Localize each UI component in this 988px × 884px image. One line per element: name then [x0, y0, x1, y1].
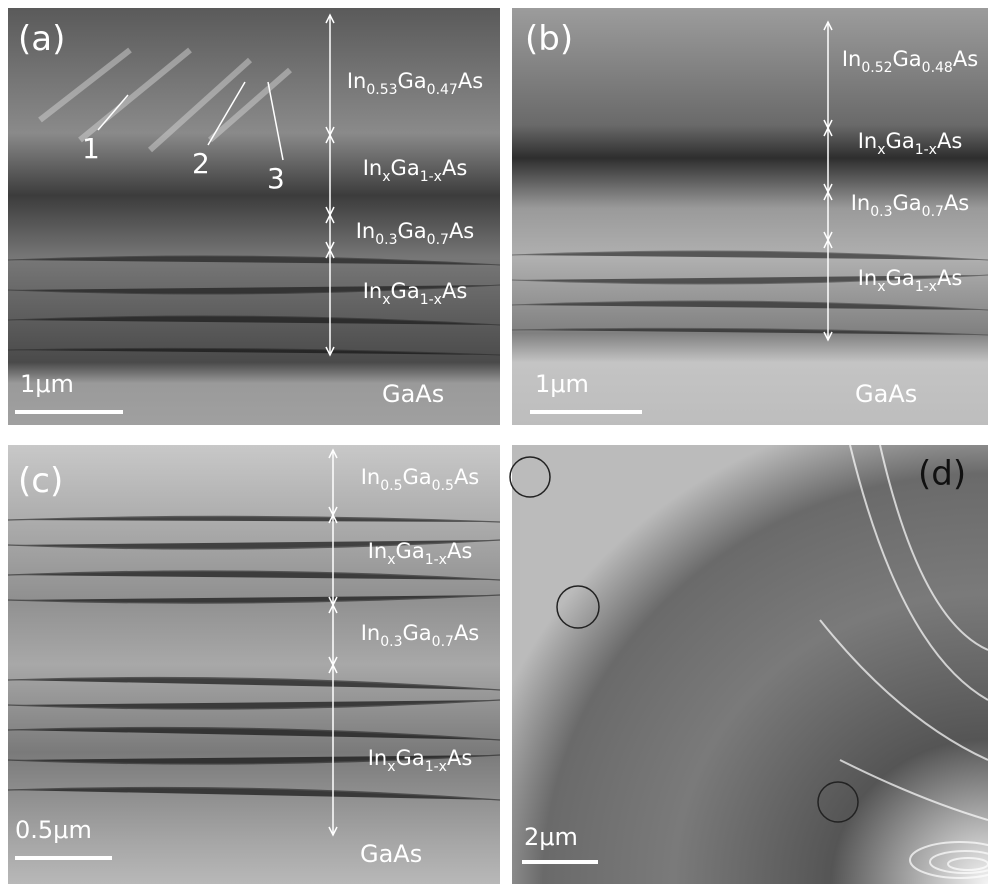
marker-label: 2 [192, 147, 210, 180]
element: As [442, 156, 467, 180]
scale-bar-label: 0.5μm [15, 816, 92, 844]
element: In [368, 539, 388, 563]
subscript: 0.3 [375, 232, 397, 248]
marker-label: 1 [82, 132, 100, 165]
micrograph-d [512, 445, 988, 884]
subscript: x [382, 292, 390, 308]
panel-label: (a) [18, 19, 65, 59]
subscript: 0.5 [380, 478, 402, 494]
element: In [361, 465, 381, 489]
element: In [842, 47, 862, 71]
substrate-label: GaAs [382, 380, 444, 408]
element: Ga [893, 191, 922, 215]
scale-bar-label: 1μm [20, 370, 74, 398]
scale-bar-label: 2μm [524, 823, 578, 851]
element: As [937, 266, 962, 290]
element: Ga [391, 279, 420, 303]
subscript: x [382, 169, 390, 185]
element: In [858, 266, 878, 290]
scale-bar-label: 1μm [535, 370, 589, 398]
subscript: 0.53 [366, 82, 397, 98]
element: In [356, 219, 376, 243]
element: Ga [886, 266, 915, 290]
subscript: x [877, 279, 885, 295]
element: Ga [886, 129, 915, 153]
element: In [347, 69, 367, 93]
element: Ga [398, 69, 427, 93]
element: As [449, 219, 474, 243]
panel-label: (d) [918, 454, 966, 494]
subscript: 0.52 [861, 60, 892, 76]
subscript: 1-x [425, 552, 447, 568]
subscript: 0.7 [432, 634, 454, 650]
element: In [858, 129, 878, 153]
subscript: 1-x [420, 169, 442, 185]
panel-label: (b) [525, 19, 573, 59]
subscript: 0.3 [380, 634, 402, 650]
subscript: 0.48 [922, 60, 953, 76]
substrate-label: GaAs [855, 380, 917, 408]
subscript: 0.5 [432, 478, 454, 494]
element: In [361, 621, 381, 645]
subscript: 1-x [915, 279, 937, 295]
element: In [368, 746, 388, 770]
subscript: 0.3 [870, 204, 892, 220]
element: As [447, 539, 472, 563]
element: As [944, 191, 969, 215]
element: Ga [396, 746, 425, 770]
subscript: x [387, 759, 395, 775]
element: Ga [396, 539, 425, 563]
element: Ga [398, 219, 427, 243]
element: As [937, 129, 962, 153]
element: As [953, 47, 978, 71]
figure: (a)1μmGaAsIn0.53Ga0.47AsInxGa1-xAsIn0.3G… [0, 0, 988, 884]
subscript: 1-x [420, 292, 442, 308]
element: As [458, 69, 483, 93]
element: Ga [391, 156, 420, 180]
subscript: x [877, 142, 885, 158]
element: As [442, 279, 467, 303]
element: Ga [403, 465, 432, 489]
marker-label: 3 [267, 162, 285, 195]
element: As [454, 465, 479, 489]
subscript: 0.47 [427, 82, 458, 98]
subscript: 1-x [425, 759, 447, 775]
element: In [363, 156, 383, 180]
subscript: 0.7 [427, 232, 449, 248]
subscript: 1-x [915, 142, 937, 158]
element: As [454, 621, 479, 645]
substrate-label: GaAs [360, 840, 422, 868]
element: Ga [403, 621, 432, 645]
element: Ga [893, 47, 922, 71]
panel-label: (c) [18, 461, 63, 501]
element: As [447, 746, 472, 770]
subscript: 0.7 [922, 204, 944, 220]
element: In [851, 191, 871, 215]
element: In [363, 279, 383, 303]
subscript: x [387, 552, 395, 568]
